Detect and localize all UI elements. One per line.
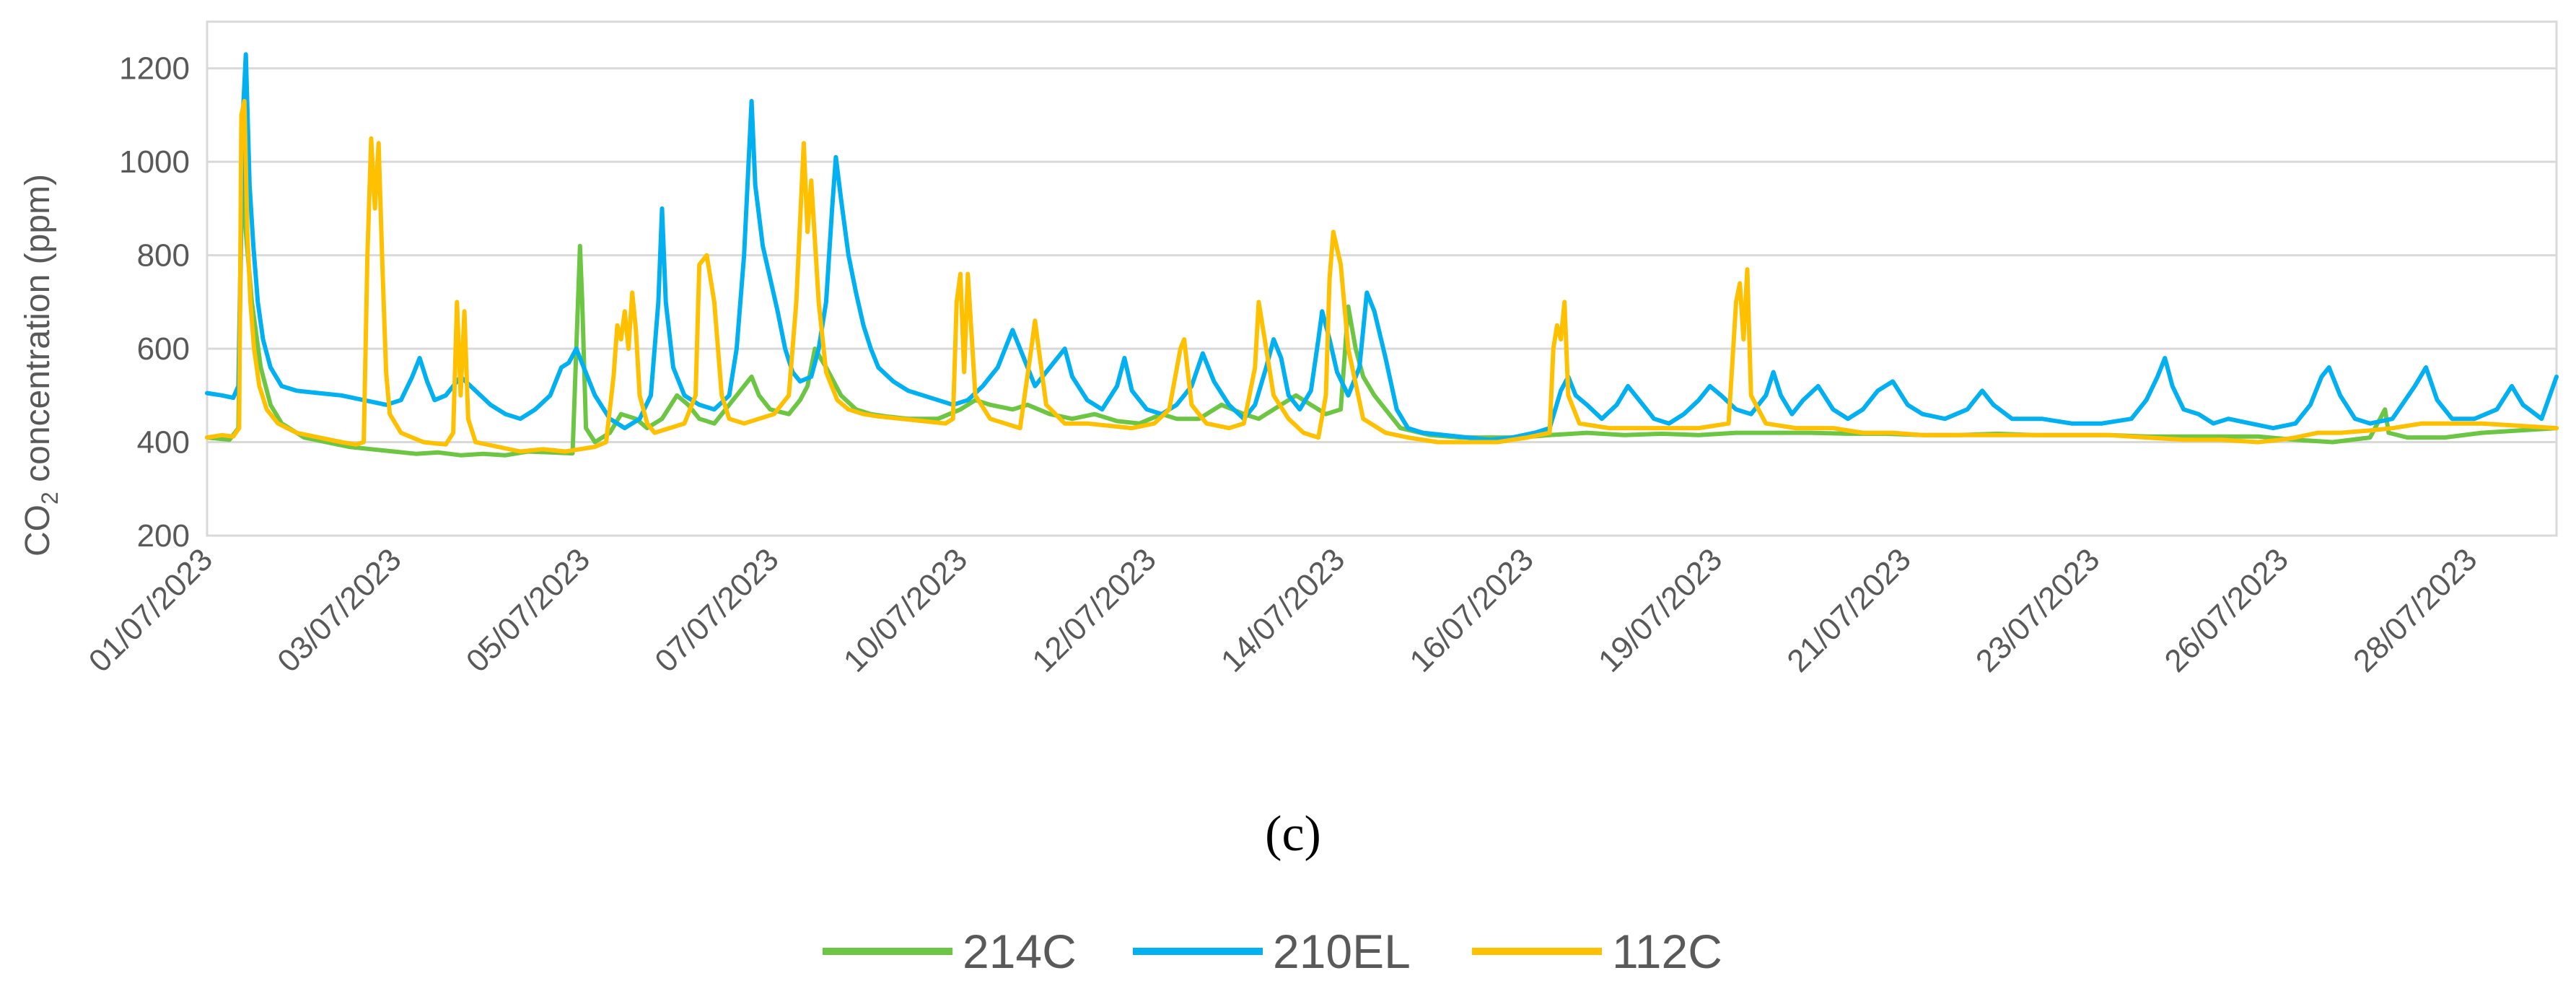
y-axis-label: CO2 concentration (ppm) bbox=[19, 174, 63, 557]
series-line-112c bbox=[205, 99, 2559, 454]
y-tick-labels: 200 400 600 800 1000 1200 bbox=[119, 51, 190, 554]
y-tick-label: 1000 bbox=[119, 144, 190, 180]
x-tick-label: 23/07/2023 bbox=[1969, 541, 2106, 679]
series-line-210el bbox=[205, 52, 2559, 442]
x-tick-labels: 01/07/2023 03/07/2023 05/07/2023 07/07/2023… bbox=[82, 541, 2484, 679]
x-tick-label: 05/07/2023 bbox=[460, 541, 597, 679]
x-tick-label: 12/07/2023 bbox=[1025, 541, 1162, 679]
legend-label-112c: 112C bbox=[1612, 925, 1722, 978]
y-axis-label-suffix: concentration (ppm) bbox=[19, 174, 57, 492]
x-tick-label: 16/07/2023 bbox=[1403, 541, 1540, 679]
grid-lines bbox=[207, 67, 2557, 537]
y-axis-label-prefix: CO bbox=[19, 505, 57, 557]
x-tick-label: 19/07/2023 bbox=[1592, 541, 1729, 679]
y-tick-label: 600 bbox=[137, 331, 190, 367]
x-tick-label: 01/07/2023 bbox=[82, 541, 219, 679]
y-tick-label: 800 bbox=[137, 238, 190, 274]
y-tick-label: 1200 bbox=[119, 51, 190, 87]
x-tick-label: 07/07/2023 bbox=[648, 541, 785, 679]
x-tick-label: 21/07/2023 bbox=[1780, 541, 1917, 679]
x-tick-label: 26/07/2023 bbox=[2157, 541, 2295, 679]
y-tick-label: 400 bbox=[137, 425, 190, 461]
x-tick-label: 28/07/2023 bbox=[2347, 541, 2484, 679]
x-tick-label: 03/07/2023 bbox=[271, 541, 408, 679]
legend-label-210el: 210EL bbox=[1273, 925, 1411, 978]
legend-label-214c: 214C bbox=[963, 925, 1077, 978]
plot-frame bbox=[206, 20, 2558, 537]
series-lines bbox=[205, 52, 2559, 458]
panel-label: (c) bbox=[1265, 806, 1321, 862]
legend: 214C 210EL 112C bbox=[823, 925, 1722, 978]
y-axis-label-subscript: 2 bbox=[37, 492, 63, 505]
series-line-214c bbox=[205, 160, 2559, 458]
x-tick-label: 14/07/2023 bbox=[1214, 541, 1351, 679]
y-tick-label: 200 bbox=[137, 518, 190, 554]
x-tick-label: 10/07/2023 bbox=[837, 541, 974, 679]
